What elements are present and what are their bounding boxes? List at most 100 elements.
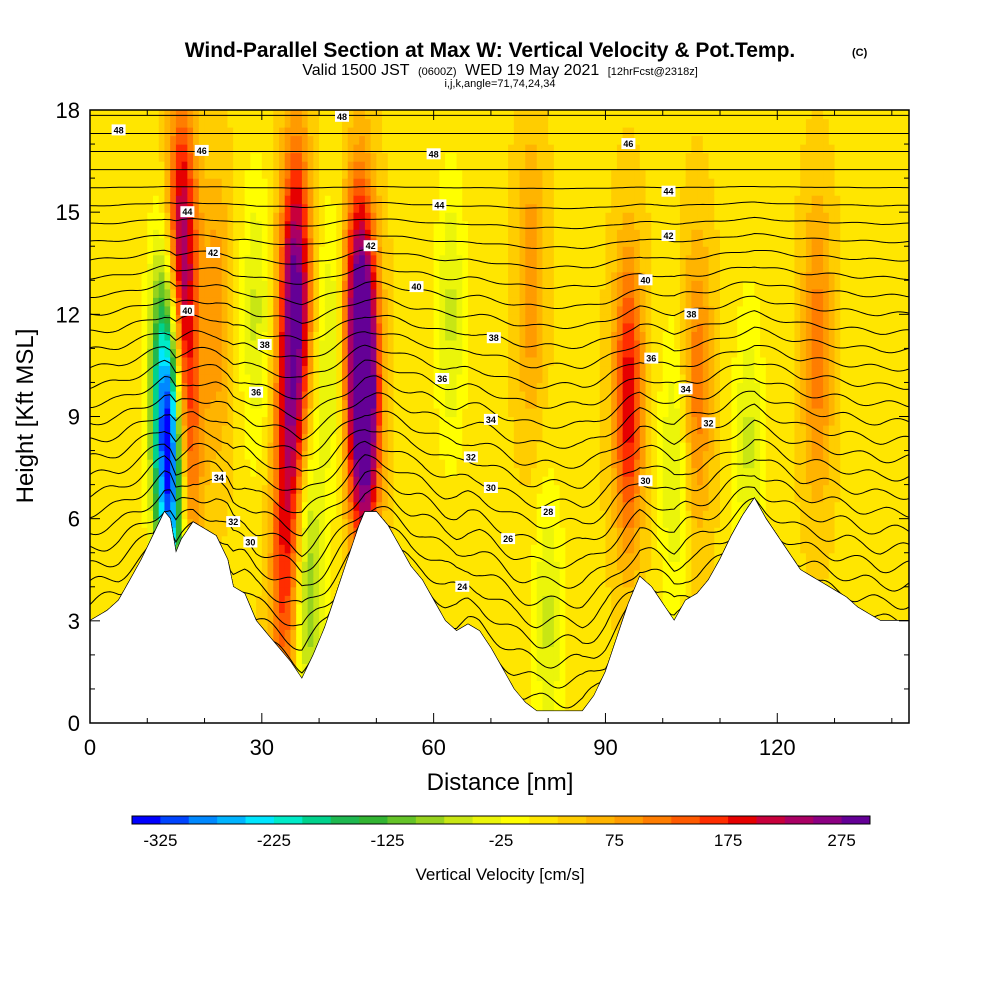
velocity-cell (473, 254, 481, 264)
velocity-cell (170, 501, 177, 511)
velocity-cell (342, 169, 349, 179)
velocity-cell (187, 459, 194, 469)
velocity-cell (250, 237, 257, 247)
velocity-cell (153, 161, 160, 171)
velocity-cell (313, 127, 320, 137)
velocity-cell (296, 263, 303, 273)
velocity-cell (359, 195, 366, 205)
velocity-cell (147, 433, 154, 443)
velocity-cell (279, 348, 286, 358)
velocity-cell (473, 271, 481, 281)
velocity-cell (422, 518, 429, 528)
velocity-cell (485, 603, 492, 613)
velocity-cell (456, 161, 463, 171)
velocity-cell (296, 314, 303, 324)
velocity-cell (175, 144, 183, 154)
velocity-cell (479, 178, 486, 188)
velocity-cell (376, 271, 383, 281)
velocity-cell (153, 220, 160, 230)
velocity-cell (439, 586, 446, 596)
velocity-cell (301, 195, 309, 205)
velocity-cell (267, 433, 274, 443)
velocity-cell (284, 603, 292, 613)
velocity-cell (273, 467, 280, 477)
velocity-cell (221, 169, 229, 179)
velocity-cell (130, 237, 137, 247)
velocity-cell (261, 229, 269, 239)
velocity-cell (244, 510, 251, 520)
velocity-cell (427, 110, 435, 120)
velocity-cell (336, 527, 343, 537)
velocity-cell (216, 127, 223, 137)
velocity-cell (313, 637, 320, 647)
velocity-cell (422, 152, 429, 162)
velocity-cell (170, 220, 177, 230)
velocity-cell (307, 271, 314, 281)
velocity-cell (164, 399, 171, 409)
velocity-cell (370, 390, 377, 401)
velocity-cell (468, 322, 475, 332)
velocity-cell (181, 314, 188, 324)
velocity-cell (227, 365, 234, 375)
velocity-cell (204, 161, 211, 171)
velocity-cell (473, 322, 481, 332)
velocity-cell (450, 356, 458, 367)
velocity-cell (468, 288, 475, 298)
velocity-cell (296, 220, 303, 230)
velocity-cell (261, 305, 269, 315)
velocity-cell (130, 144, 137, 154)
velocity-cell (170, 152, 177, 162)
velocity-cell (307, 442, 314, 452)
velocity-cell (450, 127, 458, 137)
velocity-cell (90, 561, 97, 571)
velocity-cell (193, 186, 200, 196)
velocity-cell (238, 501, 246, 511)
velocity-cell (244, 186, 251, 196)
velocity-cell (359, 144, 366, 154)
velocity-cell (353, 450, 360, 460)
velocity-cell (261, 254, 269, 264)
velocity-cell (416, 314, 423, 324)
velocity-cell (290, 569, 297, 579)
velocity-cell (422, 169, 429, 179)
velocity-cell (187, 229, 194, 239)
velocity-cell (376, 246, 383, 256)
velocity-cell (359, 110, 366, 120)
velocity-cell (187, 390, 194, 401)
velocity-cell (324, 459, 332, 469)
velocity-cell (244, 373, 251, 384)
velocity-cell (118, 314, 125, 324)
velocity-cell (473, 501, 481, 511)
velocity-cell (124, 305, 131, 315)
velocity-cell (336, 254, 343, 264)
velocity-cell (250, 510, 257, 520)
velocity-cell (468, 280, 475, 290)
velocity-cell (382, 348, 389, 358)
velocity-cell (256, 552, 263, 562)
velocity-cell (319, 127, 326, 137)
velocity-cell (101, 127, 108, 137)
velocity-cell (221, 459, 229, 469)
velocity-cell (238, 135, 246, 145)
velocity-cell (175, 152, 183, 162)
velocity-cell (439, 561, 446, 571)
velocity-cell (364, 305, 372, 315)
velocity-cell (158, 442, 166, 452)
velocity-cell (313, 450, 320, 460)
velocity-cell (307, 510, 314, 520)
velocity-cell (393, 476, 400, 486)
velocity-cell (376, 484, 383, 494)
velocity-cell (479, 450, 486, 460)
velocity-cell (244, 552, 251, 562)
velocity-cell (147, 169, 154, 179)
velocity-cell (422, 561, 429, 571)
velocity-cell (370, 169, 377, 179)
velocity-cell (445, 161, 452, 171)
velocity-cell (135, 110, 143, 120)
velocity-cell (382, 271, 389, 281)
velocity-cell (290, 229, 297, 239)
velocity-cell (256, 425, 263, 435)
velocity-cell (227, 254, 234, 264)
velocity-cell (399, 237, 406, 247)
velocity-cell (290, 442, 297, 452)
